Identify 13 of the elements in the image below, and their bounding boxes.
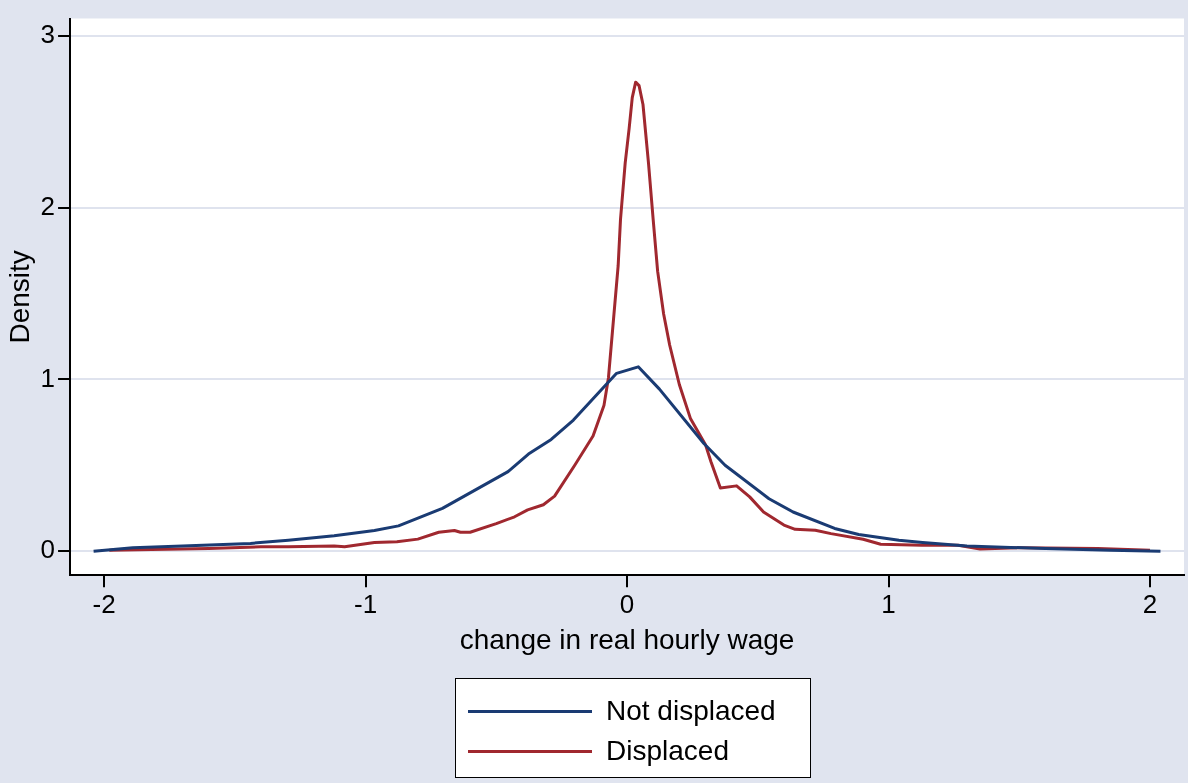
x-tick-label: 1: [881, 588, 896, 619]
x-tick-label: 2: [1142, 588, 1158, 619]
y-axis-title: Density: [3, 250, 35, 344]
legend-label: Not displaced: [606, 695, 776, 727]
x-tick-label: -1: [353, 588, 378, 619]
x-axis-title: change in real hourly wage: [459, 623, 795, 655]
y-tick-label: 1: [40, 362, 56, 393]
y-tick-label: 3: [40, 18, 56, 49]
x-tick-label: -2: [92, 588, 116, 619]
legend-label: Displaced: [606, 735, 729, 767]
y-tick-label: 2: [40, 190, 56, 221]
y-tick-label: 0: [40, 534, 56, 565]
x-tick-label: 0: [619, 588, 635, 619]
